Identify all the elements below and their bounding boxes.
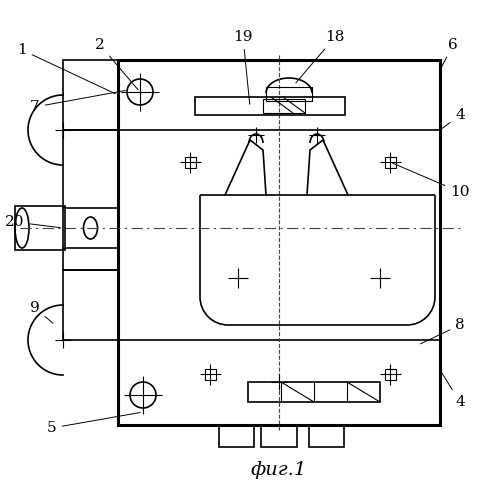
- Text: 7: 7: [30, 90, 125, 114]
- Bar: [118, 60, 440, 425]
- Bar: [205, 368, 215, 380]
- Text: 8: 8: [421, 318, 465, 344]
- Bar: [195, 97, 345, 115]
- Text: 1: 1: [17, 43, 116, 94]
- Text: фиг.1: фиг.1: [251, 461, 307, 479]
- Bar: [184, 156, 196, 168]
- Text: 9: 9: [30, 301, 53, 323]
- Bar: [263, 99, 305, 113]
- Text: 20: 20: [5, 215, 60, 229]
- Bar: [384, 156, 395, 168]
- Bar: [63, 208, 118, 248]
- Bar: [266, 87, 312, 101]
- Bar: [384, 368, 395, 380]
- Bar: [15, 206, 65, 250]
- Bar: [219, 425, 254, 447]
- Text: 4: 4: [441, 372, 465, 409]
- Bar: [309, 425, 344, 447]
- Text: 10: 10: [393, 163, 470, 199]
- Text: 5: 5: [47, 412, 140, 435]
- Text: 6: 6: [441, 38, 458, 68]
- Bar: [63, 270, 118, 340]
- Text: 4: 4: [442, 108, 465, 128]
- Text: 2: 2: [95, 38, 138, 90]
- Bar: [63, 60, 118, 130]
- Text: 18: 18: [296, 30, 345, 83]
- Bar: [248, 382, 380, 402]
- Text: 19: 19: [233, 30, 253, 104]
- Bar: [261, 425, 297, 447]
